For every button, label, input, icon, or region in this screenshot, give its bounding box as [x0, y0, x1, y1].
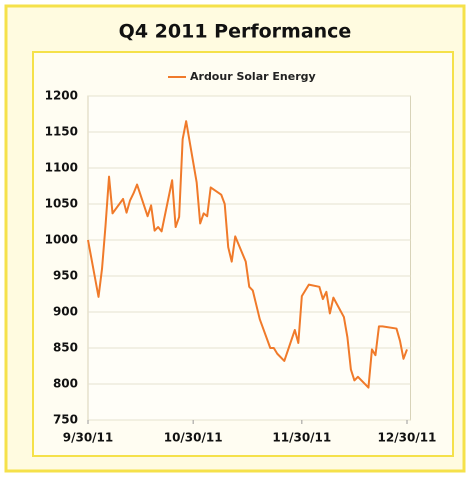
- y-tick-label: 1150: [45, 125, 78, 139]
- chart-title: Q4 2011 Performance: [119, 21, 352, 43]
- y-tick-label: 850: [53, 341, 78, 355]
- y-tick-label: 900: [53, 305, 78, 319]
- y-tick-label: 1000: [45, 233, 78, 247]
- legend-label: Ardour Solar Energy: [190, 70, 316, 83]
- x-tick-label: 12/30/11: [378, 431, 437, 445]
- x-tick-label: 10/30/11: [164, 431, 223, 445]
- y-tick-label: 800: [53, 377, 78, 391]
- x-tick-label: 11/30/11: [272, 431, 331, 445]
- y-tick-label: 1100: [45, 161, 78, 175]
- x-tick-label: 9/30/11: [63, 431, 114, 445]
- plot-area: [87, 95, 411, 421]
- y-tick-label: 750: [53, 413, 78, 427]
- y-tick-label: 1200: [45, 89, 78, 103]
- y-tick-label: 950: [53, 269, 78, 283]
- y-tick-label: 1050: [45, 197, 78, 211]
- line: [87, 120, 408, 389]
